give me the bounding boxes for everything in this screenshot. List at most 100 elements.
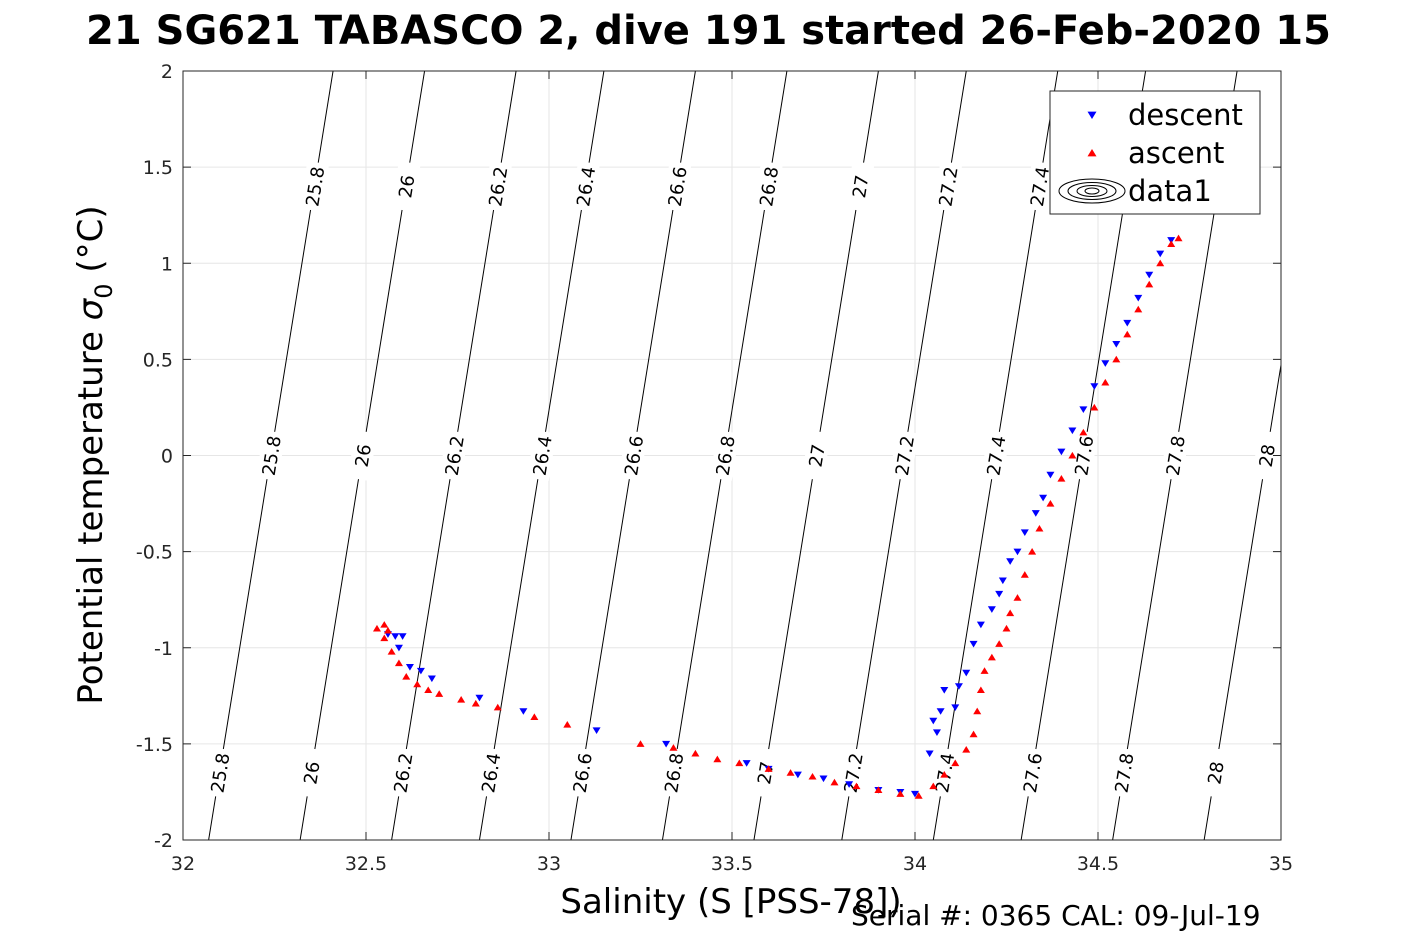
ascent-point [940, 771, 949, 778]
density-contour-label: 26.6 [662, 160, 692, 212]
ascent-point [1028, 548, 1037, 555]
contour-label-bg [753, 160, 783, 212]
ascent-point [1123, 330, 1132, 338]
serial-cal-note: Serial #: 0365 CAL: 09-Jul-19 [851, 899, 1261, 932]
contour-label-bg [618, 430, 648, 481]
y-axis-label-sigma: σ [71, 297, 111, 320]
legend-contour-ellipse [1084, 187, 1100, 195]
descent-point [1020, 529, 1029, 536]
ascent-point [980, 667, 989, 674]
descent-point [519, 708, 528, 715]
contour-label-text: 28 [1204, 760, 1228, 786]
legend: descent ascent data1 [1049, 90, 1261, 215]
descent-point [1079, 406, 1088, 413]
density-contour-label: 26.2 [387, 747, 418, 799]
density-contour-label: 26.4 [475, 747, 505, 799]
ascent-point [914, 792, 923, 799]
x-tick-label: 32.5 [345, 853, 387, 875]
density-contour-label: 26 [347, 430, 378, 481]
density-contour-label: 28 [1200, 747, 1230, 799]
density-contour-label: 26 [391, 160, 421, 212]
contour-label-bg [1251, 430, 1281, 481]
descent-point [394, 644, 403, 652]
data-points [372, 234, 1183, 799]
ascent-point [493, 703, 502, 711]
density-contour-label: 26.6 [567, 747, 597, 799]
y-axis-label-subscript: 0 [90, 283, 118, 298]
x-tick-label: 33.5 [711, 853, 753, 875]
density-contour-label: 27 [801, 430, 831, 481]
density-contour-label: 25.8 [299, 160, 330, 212]
descent-point [427, 675, 436, 683]
ascent-point [1013, 594, 1022, 601]
ascent-point [786, 769, 795, 776]
ascent-point [380, 634, 389, 642]
y-axis-label: Potential temperature σ0 (°C) [71, 205, 118, 704]
ascent-point [435, 690, 444, 697]
descent-point [1090, 383, 1099, 390]
density-contour-label: 27.8 [1160, 430, 1190, 481]
contour-label-text: 27 [805, 443, 829, 469]
descent-point [936, 708, 945, 715]
y-tick-label: 2 [161, 61, 173, 83]
y-axis-label-unit: (°C) [71, 205, 111, 283]
descent-point [1068, 427, 1077, 435]
density-contour-label: 27.2 [932, 160, 963, 212]
contour-label-bg [750, 747, 780, 799]
ascent-point [1167, 240, 1176, 248]
y-tick-label: -0.5 [136, 542, 173, 564]
x-tick-label: 34 [903, 853, 927, 875]
ascent-point [1079, 428, 1088, 436]
density-contour-label: 26 [296, 747, 326, 799]
ascent-point [735, 759, 744, 767]
y-tick-label: 0.5 [143, 349, 173, 371]
descent-point [391, 633, 400, 640]
contour-label-bg [204, 747, 235, 799]
contour-label-bg [1160, 430, 1190, 481]
ascent-point [830, 778, 839, 786]
contour-label-bg [801, 430, 831, 481]
descent-point [954, 683, 963, 690]
descent-point [398, 633, 407, 640]
descent-point [662, 740, 671, 748]
ascent-point [962, 746, 971, 753]
ascent-point [1101, 378, 1110, 386]
ascent-point [424, 686, 433, 694]
descent-point [1057, 448, 1066, 456]
descent-point [405, 663, 414, 671]
y-tick-label: -2 [154, 830, 173, 852]
ascent-point [1046, 499, 1055, 507]
ascent-point [383, 626, 392, 634]
ascent-point [1134, 305, 1143, 313]
descent-point [1123, 319, 1132, 327]
density-contour-label: 26.4 [570, 160, 600, 212]
legend-label: descent [1128, 98, 1243, 132]
contour-label-bg [299, 160, 330, 212]
x-tick-label: 34.5 [1077, 853, 1119, 875]
descent-point [475, 694, 484, 702]
ascent-point [530, 713, 539, 720]
density-contour-label: 27.2 [889, 430, 919, 481]
density-contour-label: 27 [845, 160, 875, 212]
legend-contour-ellipse [1076, 185, 1108, 197]
ascent-point [372, 624, 381, 632]
ascent-point [1057, 474, 1066, 482]
x-tick-label: 33 [537, 853, 561, 875]
ascent-point [713, 755, 722, 763]
contour-label-bg [845, 160, 875, 212]
contour-label-bg [296, 747, 326, 799]
y-tick-label: 1.5 [143, 157, 173, 179]
ascent-point [995, 640, 1004, 647]
contour-label-bg [439, 430, 469, 481]
ascent-point [380, 621, 389, 628]
contour-label-bg [1017, 747, 1047, 799]
descent-point [969, 640, 978, 648]
ascent-point [764, 765, 773, 772]
density-contour-label: 25.8 [256, 430, 286, 481]
descent-point [911, 790, 919, 798]
contour-label-bg [709, 430, 740, 481]
x-tick-label: 35 [1269, 853, 1293, 875]
contour-label-bg [1200, 747, 1230, 799]
